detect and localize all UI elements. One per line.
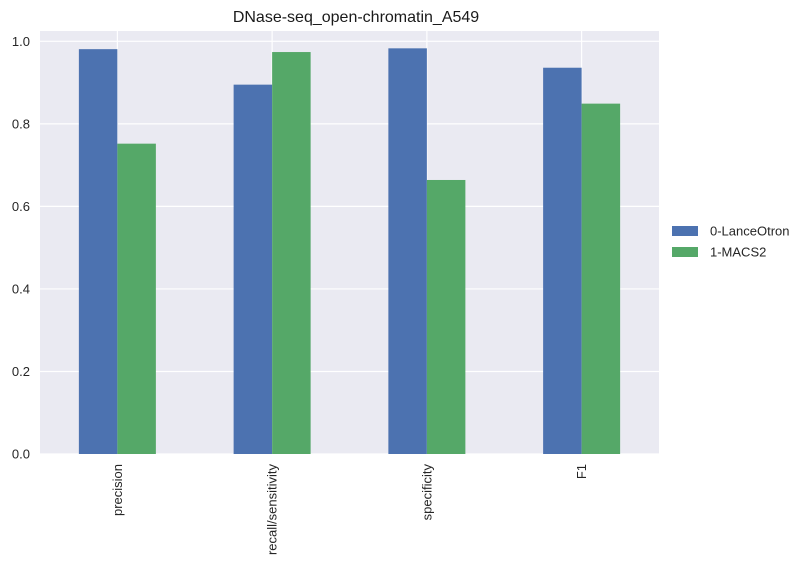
bar-1-MACS2-precision — [117, 143, 156, 454]
bar-0-LanceOtron-specificity — [388, 48, 427, 455]
y-tick-label: 0.0 — [12, 447, 30, 462]
bar-0-LanceOtron-precision — [78, 49, 118, 454]
bar-0-LanceOtron-F1 — [543, 67, 582, 454]
legend-swatch — [672, 247, 698, 257]
x-tick-label: precision — [110, 464, 125, 516]
legend-swatch — [672, 226, 698, 236]
legend-label: 1-MACS2 — [710, 245, 766, 260]
bars — [78, 48, 621, 455]
x-tick-label: recall/sensitivity — [265, 464, 280, 556]
y-tick-label: 0.8 — [12, 116, 30, 131]
x-tick-label: specificity — [419, 464, 434, 521]
chart-title: DNase-seq_open-chromatin_A549 — [233, 9, 479, 26]
y-tick-label: 0.2 — [12, 364, 30, 379]
y-tick-label: 0.6 — [12, 199, 30, 214]
bar-1-MACS2-recall/sensitivity — [272, 52, 311, 455]
x-tick-label: F1 — [574, 464, 589, 479]
bar-0-LanceOtron-recall/sensitivity — [233, 84, 273, 455]
legend-label: 0-LanceOtron — [710, 224, 790, 239]
bar-1-MACS2-F1 — [581, 103, 621, 454]
x-axis: precision recall/sensitivity specificity F1 — [110, 464, 589, 556]
legend: 0-LanceOtron 1-MACS2 — [672, 224, 790, 260]
y-tick-label: 1.0 — [12, 34, 30, 49]
y-tick-label: 0.4 — [12, 281, 30, 296]
bar-1-MACS2-specificity — [426, 179, 466, 455]
y-axis: 0.0 0.2 0.4 0.6 0.8 1.0 — [12, 34, 30, 462]
